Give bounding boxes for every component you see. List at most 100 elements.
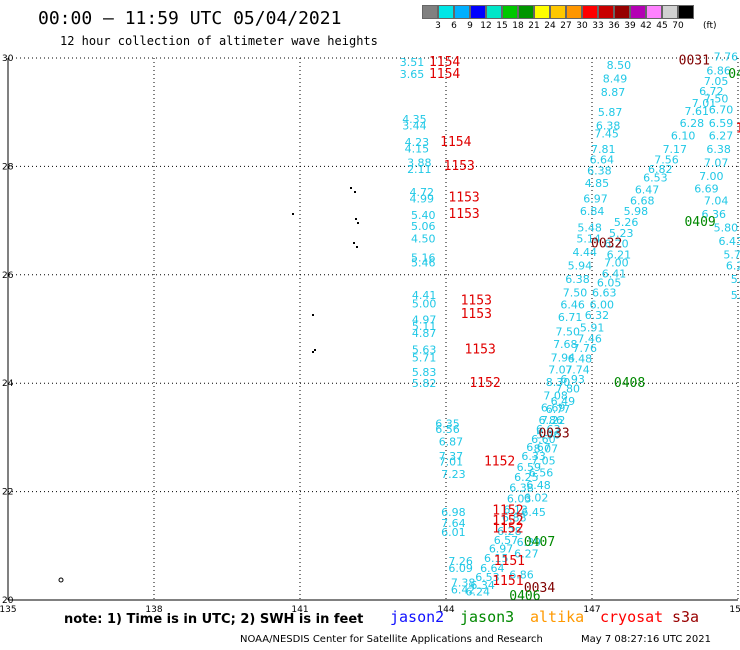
colorbar-label: 27 [560,21,572,31]
wave-height-label: 6.56 [435,423,460,436]
wave-height-label: 5.14 [576,232,601,245]
colorbar-label: 42 [640,21,652,31]
colorbar-swatch [422,5,438,19]
wave-height-label: 7.05 [704,75,729,88]
wave-height-label: 6.15 [484,552,509,565]
wave-height-label: 6.59 [709,117,734,130]
wave-height-label: 8.49 [603,72,628,85]
x-tick-label: 147 [583,605,600,615]
wave-height-label: 4.44 [573,246,598,259]
wave-height-label: 6.97 [489,542,514,555]
wave-height-label: 4.87 [412,327,437,340]
pass-time-label: 1153 [448,191,479,206]
wave-height-label: 2.11 [407,163,432,176]
wave-height-label: 6.67 [526,441,551,454]
wave-height-label: 6.72 [699,85,724,98]
colorbar-swatch [598,5,614,19]
x-tick-label: 150 [729,605,740,615]
pass-time-label: 1152 [492,514,523,529]
colorbar-swatch [614,5,630,19]
wave-height-label: 6.35 [435,418,460,431]
colorbar-swatch [438,5,454,19]
colorbar-label: 24 [544,21,556,31]
pass-time-label: 0032 [591,237,622,252]
colorbar-label: 6 [451,21,457,31]
colorbar-label: 9 [467,21,473,31]
colorbar [422,5,694,19]
wave-height-label: 6.41 [602,268,627,281]
y-tick-label: 26 [2,271,14,281]
wave-height-label: 5.98 [624,205,649,218]
wave-height-label: 7.50 [563,286,588,299]
x-tick-label: 138 [145,605,162,615]
pass-time-label: 1153 [464,342,495,357]
island-speck [350,187,352,189]
wave-height-label: 6.01 [441,526,466,539]
colorbar-label: 12 [480,21,492,31]
colorbar-swatch [486,5,502,19]
wave-height-label: 6.45 [521,506,546,519]
wave-height-label: 4.15 [405,142,430,155]
wave-height-label: 6.34 [470,579,495,592]
wave-height-label: 6.63 [592,286,617,299]
wave-height-label: 7.64 [441,517,466,530]
legend-cryosat: cryosat [600,608,664,626]
wave-height-label: 5.7 [731,273,740,286]
legend-altika: altika [530,608,585,626]
pass-time-label: 0031 [679,54,710,69]
wave-height-label: 6.68 [630,194,655,207]
colorbar-swatch [582,5,598,19]
legend-s3a: s3a [672,608,700,626]
wave-height-label: 7.50 [556,326,581,339]
pass-time-label: 1154 [440,135,471,150]
pass-time-label: 0406 [509,589,540,604]
wave-height-label: 6.48 [568,353,593,366]
wave-height-label: 6.63 [536,423,561,436]
wave-height-label: 6.60 [531,433,556,446]
pass-time-label: 1153 [448,207,479,222]
island-speck [58,577,64,583]
wave-height-label: 7.05 [531,455,556,468]
page-subtitle: 12 hour collection of altimeter wave hei… [60,34,378,48]
pass-time-label: 1153 [461,307,492,322]
wave-height-label: 6.57 [494,534,519,547]
pass-time-label: 1151 [494,554,525,569]
wave-height-label: 6.71 [558,311,583,324]
legend-jason2: jason2 [390,608,445,626]
colorbar-swatch [502,5,518,19]
wave-height-label: 6.03 [507,492,532,505]
wave-height-label: 8.07 [534,443,559,456]
wave-height-label: 6.13 [503,503,527,516]
island-speck [353,242,355,244]
island-speck [314,349,316,351]
wave-height-label: 7.07 [704,156,729,169]
wave-height-label: 6.88 [502,511,527,524]
pass-time-label: 1152 [484,455,515,470]
colorbar-swatch [566,5,582,19]
colorbar-swatch [662,5,678,19]
wave-height-label: 6.53 [475,571,500,584]
y-tick-label: 30 [2,54,14,64]
page-title: 00:00 – 11:59 UTC 05/04/2021 [38,8,342,29]
wave-height-label: 7.76 [714,51,739,64]
wave-height-label: 6.33 [521,450,546,463]
y-tick-label: 24 [2,379,14,389]
wave-height-label: 7.46 [577,333,602,346]
island-speck [356,246,358,248]
wave-height-label: 7.94 [551,352,576,365]
wave-height-label: 5.23 [609,227,634,240]
colorbar-labels: 3 6 9 12 15 18 21 24 27 30 33 36 39 42 45 70 [430,21,686,31]
pass-time-label: 1154 [429,55,460,70]
wave-height-label: 6.86 [509,568,534,581]
pass-time-label: 1151 [492,574,523,589]
island-speck [312,314,314,316]
wave-height-label: 4.50 [411,232,436,245]
wave-height-label: 5.80 [714,221,739,234]
wave-height-label: 6.21 [607,249,632,262]
pass-time-label: 1153 [461,294,492,309]
wave-height-label: 5.00 [412,297,437,310]
wave-height-label: 6.64 [480,562,505,575]
wave-height-label: 5.11 [412,320,437,333]
wave-height-label: 3.51 [400,56,425,69]
wave-height-label: 7.80 [556,382,581,395]
